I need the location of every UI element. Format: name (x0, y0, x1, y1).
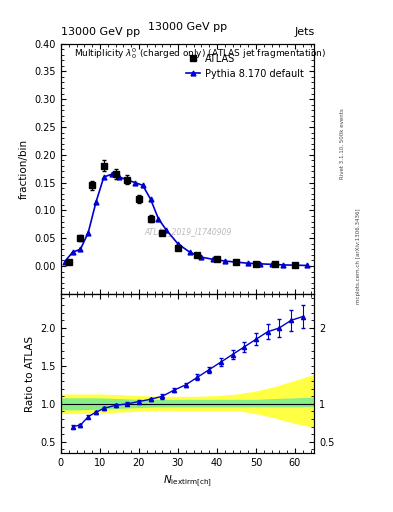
Text: 13000 GeV pp: 13000 GeV pp (61, 27, 140, 37)
Text: Jets: Jets (294, 27, 314, 37)
Text: mcplots.cern.ch [arXiv:1306.3436]: mcplots.cern.ch [arXiv:1306.3436] (356, 208, 361, 304)
Legend: ATLAS, Pythia 8.170 default: ATLAS, Pythia 8.170 default (183, 51, 307, 81)
Text: Multiplicity $\lambda_0^0$ (charged only) (ATLAS jet fragmentation): Multiplicity $\lambda_0^0$ (charged only… (73, 46, 326, 61)
Text: ATLAS_2019_I1740909: ATLAS_2019_I1740909 (144, 227, 231, 236)
Y-axis label: fraction/bin: fraction/bin (19, 139, 29, 199)
Text: 13000 GeV pp: 13000 GeV pp (148, 22, 227, 32)
Text: Rivet 3.1.10, 500k events: Rivet 3.1.10, 500k events (340, 108, 345, 179)
X-axis label: $N_{\rm lextirm[ch]}$: $N_{\rm lextirm[ch]}$ (163, 474, 212, 489)
Y-axis label: Ratio to ATLAS: Ratio to ATLAS (25, 335, 35, 412)
